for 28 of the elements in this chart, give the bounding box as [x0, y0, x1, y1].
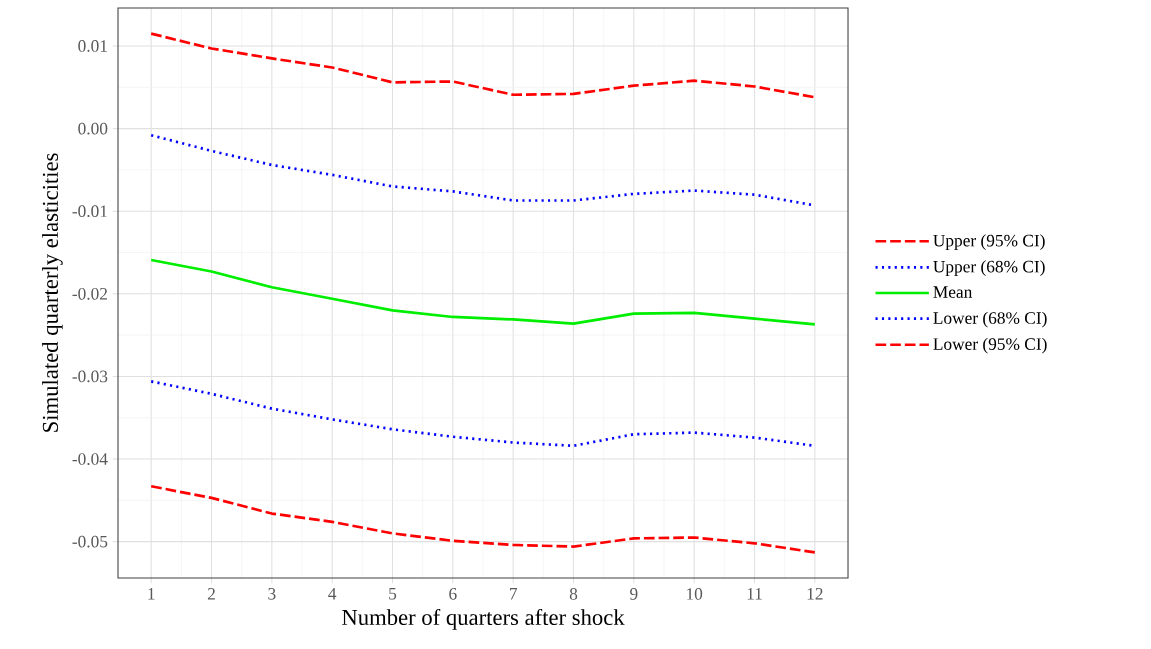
x-tick-label: 2	[207, 588, 215, 600]
line-series	[149, 484, 817, 554]
y-tick-label: -0.03	[72, 370, 108, 383]
x-tick-label: 4	[328, 588, 337, 600]
y-axis-title: Simulated quarterly elasticities	[42, 153, 63, 432]
y-tick-label: -0.04	[72, 453, 108, 465]
y-tick-label: 0.00	[78, 122, 108, 135]
x-tick-label: 10	[687, 588, 703, 600]
legend-label: Upper (68% CI)	[933, 260, 1045, 277]
legend-label: Lower (68% CI)	[933, 311, 1047, 328]
legend-label: Upper (95% CI)	[933, 234, 1045, 250]
x-tick-label: 9	[630, 588, 638, 600]
x-axis-title: Number of quarters after shock	[342, 608, 625, 630]
y-tick-label: -0.01	[72, 205, 107, 218]
legend-label: Mean	[933, 286, 973, 298]
line-series	[149, 258, 817, 326]
x-tick-label: 1	[148, 588, 155, 600]
x-tick-label: 6	[449, 588, 457, 600]
y-tick-label: -0.05	[72, 535, 108, 548]
y-tick-label: -0.02	[72, 287, 108, 300]
x-tick-label: 8	[569, 588, 578, 600]
x-tick-label: 5	[389, 588, 397, 600]
x-tick-label: 11	[747, 588, 762, 600]
x-tick-label: 3	[268, 588, 276, 600]
x-tick-label: 12	[807, 588, 823, 600]
legend-label: Lower (95% CI)	[933, 337, 1047, 354]
y-tick-label: 0.01	[78, 40, 107, 52]
x-tick-label: 7	[509, 588, 518, 600]
